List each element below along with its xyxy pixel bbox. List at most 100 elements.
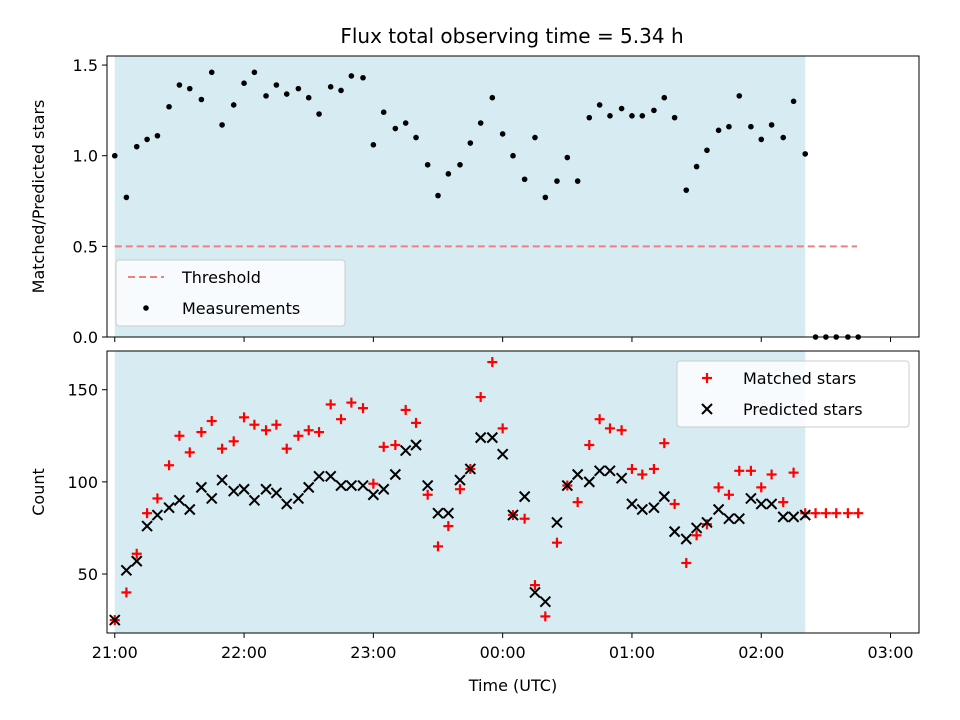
- axes-frame: [106, 350, 920, 634]
- y-tick-label: 100: [67, 473, 98, 492]
- data-point: [680, 533, 692, 545]
- data-point: [604, 465, 616, 477]
- data-point: [668, 525, 681, 538]
- series-dot: [111, 69, 862, 340]
- legend: Threshold Measurements: [115, 259, 346, 327]
- data-point: [141, 520, 153, 532]
- data-point: [715, 127, 722, 134]
- data-point: [314, 427, 325, 438]
- data-point: [745, 492, 757, 505]
- data-point: [370, 142, 377, 148]
- data-point: [377, 483, 390, 495]
- data-point: [637, 469, 648, 480]
- x-axis-label: Time (UTC): [468, 676, 557, 695]
- series-x: [109, 431, 811, 626]
- legend-marker: [143, 305, 149, 311]
- x-tick-label: 23:00: [350, 643, 396, 662]
- y-tick-label: 150: [67, 381, 98, 400]
- data-point: [831, 508, 842, 519]
- data-point: [820, 508, 831, 519]
- data-point: [583, 476, 595, 488]
- data-point: [303, 425, 314, 436]
- data-point: [658, 490, 670, 503]
- data-point: [445, 171, 452, 177]
- data-point: [467, 140, 474, 146]
- data-point: [539, 595, 552, 608]
- axes-frame: [106, 55, 920, 338]
- data-point: [736, 93, 743, 99]
- data-point: [345, 479, 358, 492]
- data-point: [540, 611, 551, 622]
- data-point: [131, 555, 143, 567]
- data-point: [518, 490, 531, 503]
- y-tick-label: 0.5: [73, 237, 98, 256]
- data-point: [723, 489, 734, 500]
- data-point: [765, 498, 778, 510]
- data-point: [392, 125, 399, 132]
- data-point: [338, 87, 344, 94]
- ratio-panel: 0.0 0.5 1.0 1.5 Matched/Predicted stars Thres…: [29, 55, 920, 347]
- data-point: [433, 541, 444, 552]
- data-point: [800, 508, 811, 519]
- y-axis-label: Count: [29, 468, 48, 516]
- data-point: [551, 516, 563, 529]
- data-point: [496, 448, 509, 460]
- data-point: [120, 564, 133, 577]
- data-point: [787, 511, 800, 523]
- data-point: [474, 431, 487, 444]
- data-point: [519, 513, 530, 524]
- chart-title: Flux total observing time = 5.34 h: [340, 24, 683, 48]
- data-point: [133, 143, 140, 150]
- data-point: [424, 161, 431, 168]
- data-point: [615, 472, 628, 484]
- data-point: [421, 479, 434, 492]
- data-point: [195, 481, 208, 494]
- data-point: [271, 419, 282, 430]
- data-point: [766, 469, 777, 480]
- data-point: [313, 470, 325, 483]
- data-point: [497, 423, 508, 434]
- data-point: [283, 91, 290, 97]
- data-point: [683, 187, 690, 193]
- data-point: [292, 492, 305, 505]
- data-point: [111, 152, 118, 159]
- data-point: [457, 161, 463, 168]
- data-point: [239, 412, 250, 423]
- data-point: [228, 485, 240, 497]
- data-point: [726, 123, 732, 130]
- data-point: [489, 94, 496, 101]
- data-point: [758, 136, 765, 143]
- data-point: [219, 122, 225, 128]
- x-tick-label: 02:00: [738, 643, 784, 662]
- data-point: [454, 474, 466, 486]
- x-tick-label: 00:00: [480, 643, 526, 662]
- data-point: [358, 403, 369, 414]
- data-point: [389, 468, 402, 481]
- data-point: [378, 441, 389, 452]
- data-point: [554, 178, 560, 184]
- data-point: [802, 151, 809, 157]
- data-point: [745, 465, 756, 476]
- legend-marker: [701, 403, 713, 415]
- data-point: [163, 501, 175, 514]
- legend-box: [115, 259, 346, 327]
- data-point: [123, 194, 130, 201]
- data-point: [380, 109, 387, 115]
- data-point: [198, 96, 205, 103]
- data-point: [360, 74, 366, 81]
- data-point: [572, 497, 583, 508]
- data-point: [690, 522, 703, 534]
- data-point: [230, 102, 237, 108]
- data-point: [542, 194, 549, 201]
- data-point: [270, 487, 283, 499]
- data-point: [586, 114, 593, 121]
- data-point: [260, 483, 272, 495]
- data-point: [810, 508, 821, 519]
- data-point: [799, 509, 811, 521]
- data-point: [464, 463, 477, 475]
- data-point: [648, 501, 660, 514]
- data-point: [607, 113, 613, 119]
- data-point: [669, 498, 680, 509]
- data-point: [593, 465, 606, 477]
- data-point: [681, 557, 692, 568]
